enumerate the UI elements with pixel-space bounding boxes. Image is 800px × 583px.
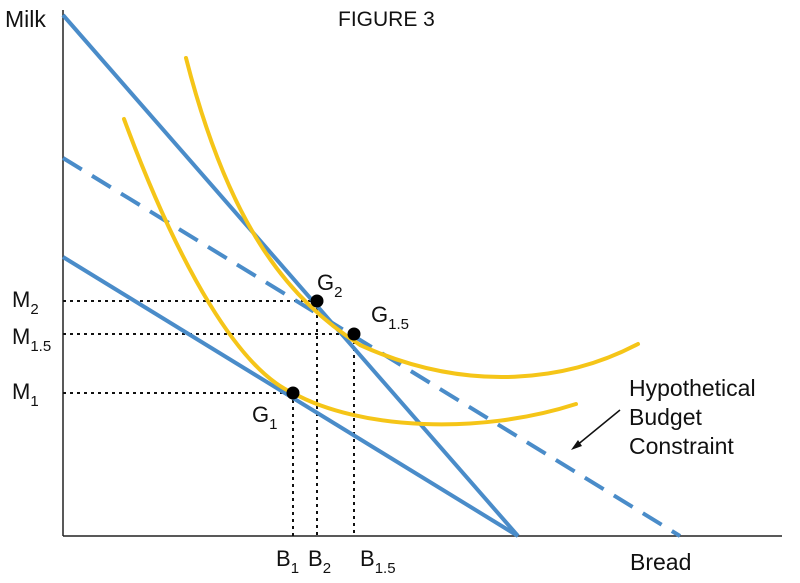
annotation-line-1: Hypothetical xyxy=(629,375,756,401)
tick-m2: M2 xyxy=(12,287,39,318)
annotation-arrow xyxy=(571,409,621,450)
annotation-line-3: Constraint xyxy=(629,433,734,459)
point-g2 xyxy=(310,294,324,308)
budget-line-hypothetical xyxy=(61,156,682,538)
figure-title: FIGURE 3 xyxy=(338,8,435,31)
point-g1 xyxy=(286,386,300,400)
indifference-curve-upper xyxy=(184,56,640,380)
label-g1: G1 xyxy=(252,402,277,433)
label-g2: G2 xyxy=(317,270,342,301)
tick-b15: B1.5 xyxy=(360,546,396,577)
point-g15 xyxy=(347,327,361,341)
tick-m1: M1 xyxy=(12,379,39,410)
tick-m15: M1.5 xyxy=(12,324,51,355)
budget-line-steep xyxy=(61,13,520,538)
tick-b2: B2 xyxy=(308,546,331,577)
guide-lines xyxy=(63,300,355,536)
annotation-line-2: Budget xyxy=(629,404,703,430)
label-g15: G1.5 xyxy=(371,302,409,333)
x-axis-label: Bread xyxy=(630,549,691,575)
y-axis-label: Milk xyxy=(5,6,46,32)
tick-b1: B1 xyxy=(276,546,299,577)
